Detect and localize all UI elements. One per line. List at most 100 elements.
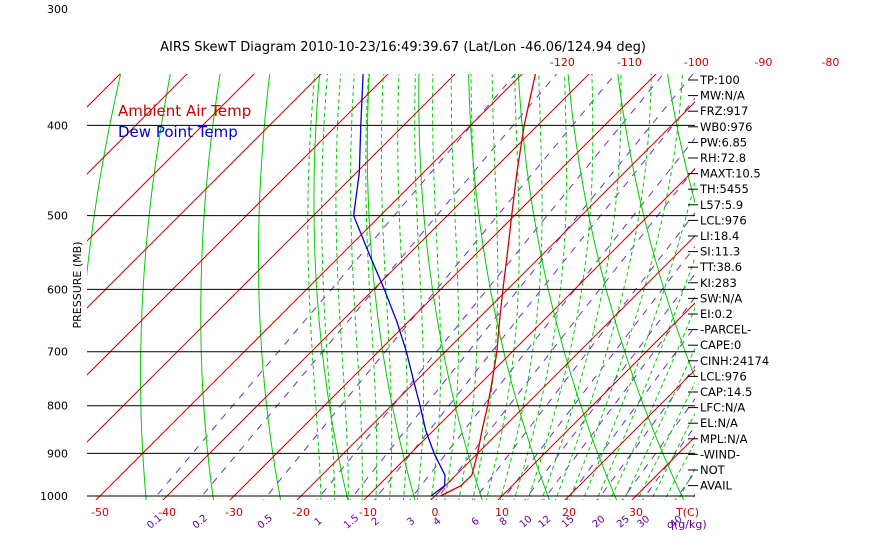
dry-adiabat-line bbox=[617, 74, 695, 379]
pressure-tick-label: 700 bbox=[47, 346, 68, 359]
stats-item: EL:N/A bbox=[700, 416, 738, 430]
stats-item: TP:100 bbox=[699, 73, 740, 87]
moist-adiabat-line bbox=[650, 412, 695, 500]
isotherms bbox=[87, 0, 870, 516]
mixing-ratio-label: 2 bbox=[370, 516, 382, 529]
bottom-temp-label: 10 bbox=[495, 506, 509, 519]
mixing-ratio-line bbox=[349, 74, 694, 500]
dry-adiabat-line bbox=[468, 74, 550, 500]
dry-adiabat-line bbox=[851, 0, 870, 516]
mixing-ratio-line bbox=[152, 74, 516, 500]
moist-adiabat-line bbox=[380, 74, 393, 500]
isotherm-line bbox=[162, 74, 590, 500]
top-temp-label: -90 bbox=[754, 56, 772, 69]
stats-item: EI:0.2 bbox=[700, 307, 733, 321]
mixing-ratio-line bbox=[473, 212, 695, 500]
mixing-ratio-line bbox=[621, 398, 695, 500]
stats-item: PW:6.85 bbox=[700, 135, 747, 149]
dry-adiabat-line bbox=[0, 0, 252, 516]
legend: Ambient Air Temp Dew Point Temp bbox=[118, 102, 251, 141]
stats-item: KI:283 bbox=[700, 276, 737, 290]
stats-item: MPL:N/A bbox=[700, 432, 748, 446]
isotherm-line bbox=[95, 74, 523, 500]
bottom-temp-label: -40 bbox=[158, 506, 176, 519]
mixing-ratio-line bbox=[542, 296, 695, 500]
isotherm-line bbox=[87, 74, 456, 443]
stats-item: TT:38.6 bbox=[699, 260, 742, 274]
mixing-ratio-line bbox=[501, 245, 695, 500]
stats-item: SW:N/A bbox=[700, 291, 742, 305]
stats-item: NOT bbox=[700, 463, 726, 477]
moist-adiabats bbox=[307, 74, 695, 500]
moist-adiabat-line bbox=[444, 74, 460, 500]
dry-adiabat-line bbox=[734, 0, 870, 516]
bottom-temp-label: -50 bbox=[91, 506, 109, 519]
mixing-unit-label: q(g/kg) bbox=[667, 518, 707, 531]
stats-item: CINH:24174 bbox=[700, 354, 769, 368]
moist-adiabat-line bbox=[582, 179, 695, 500]
mixing-ratio-label: 12 bbox=[536, 514, 553, 531]
moist-adiabat-line bbox=[568, 74, 683, 500]
moist-adiabat-line bbox=[554, 74, 652, 500]
isotherm-line bbox=[363, 168, 695, 500]
moist-adiabat-line bbox=[541, 74, 622, 500]
pressure-tick-label: 900 bbox=[47, 447, 68, 460]
mixing-ratio-label: 0.2 bbox=[191, 513, 210, 532]
mixing-ratio-label: 0.5 bbox=[256, 513, 275, 532]
mixing-ratio-label: 1 bbox=[313, 516, 325, 529]
moist-adiabat-line bbox=[430, 74, 442, 500]
dry-adiabat-line bbox=[366, 74, 416, 500]
mixing-ratio-line bbox=[435, 167, 695, 500]
y-axis-label: PRESSURE (MB) bbox=[71, 242, 84, 329]
dry-adiabat-line bbox=[418, 74, 483, 500]
dry-adiabat-line bbox=[87, 74, 122, 277]
stats-item: CAP:14.5 bbox=[700, 385, 752, 399]
isotherm-line bbox=[296, 101, 695, 500]
x-unit-label: T(C) bbox=[675, 506, 699, 519]
stats-item: LCL:976 bbox=[700, 369, 747, 383]
dry-adiabat-line bbox=[813, 0, 870, 516]
chart-title: AIRS SkewT Diagram 2010-10-23/16:49:39.6… bbox=[160, 40, 646, 55]
dry-adiabat-line bbox=[140, 74, 171, 500]
mixing-ratio-lines bbox=[152, 74, 695, 500]
mixing-ratio-line bbox=[316, 74, 664, 500]
dry-adiabat-line bbox=[517, 74, 618, 500]
moist-adiabat-line bbox=[458, 74, 479, 500]
bottom-temp-label: 20 bbox=[562, 506, 576, 519]
mixing-ratio-line bbox=[409, 137, 695, 500]
bottom-temp-label: 30 bbox=[629, 506, 643, 519]
mixing-ratio-label: 10 bbox=[518, 514, 535, 531]
moist-adiabat-line bbox=[623, 347, 695, 500]
isotherm-line bbox=[817, 0, 870, 516]
isotherm-line bbox=[229, 74, 657, 500]
mixing-ratio-label: 4 bbox=[432, 516, 444, 529]
pressure-tick-label: 500 bbox=[47, 210, 68, 223]
stats-item: AVAIL bbox=[700, 479, 733, 493]
pressure-tick-label: 800 bbox=[47, 400, 68, 413]
isotherm-line bbox=[87, 74, 121, 108]
dry-adiabat-line bbox=[313, 74, 349, 500]
mixing-ratio-line bbox=[597, 365, 695, 500]
stats-item: FRZ:917 bbox=[700, 104, 748, 118]
isobars bbox=[87, 124, 695, 497]
moist-adiabat-line bbox=[471, 74, 499, 500]
top-temp-labels: -120-110-100-90-80-70-60-50-40 bbox=[550, 56, 839, 69]
mixing-ratio-label: 6 bbox=[470, 516, 482, 529]
isotherm-line bbox=[497, 302, 695, 500]
mixing-ratio-line bbox=[373, 97, 695, 500]
moist-adiabat-line bbox=[321, 74, 336, 500]
dry-adiabat-line bbox=[567, 74, 685, 500]
isotherm-line bbox=[750, 0, 870, 516]
sounding-profiles bbox=[352, 74, 537, 497]
legend-dew-point-temp: Dew Point Temp bbox=[118, 123, 238, 141]
stats-item: MAXT:10.5 bbox=[700, 167, 761, 181]
stats-item: -PARCEL- bbox=[700, 323, 751, 337]
moist-adiabat-line bbox=[499, 74, 543, 500]
top-temp-label: -100 bbox=[684, 56, 709, 69]
moist-adiabat-line bbox=[609, 306, 695, 500]
stats-item: WB0:976 bbox=[700, 120, 752, 134]
isotherm-line bbox=[87, 74, 255, 242]
pressure-tick-label: 600 bbox=[47, 283, 68, 296]
